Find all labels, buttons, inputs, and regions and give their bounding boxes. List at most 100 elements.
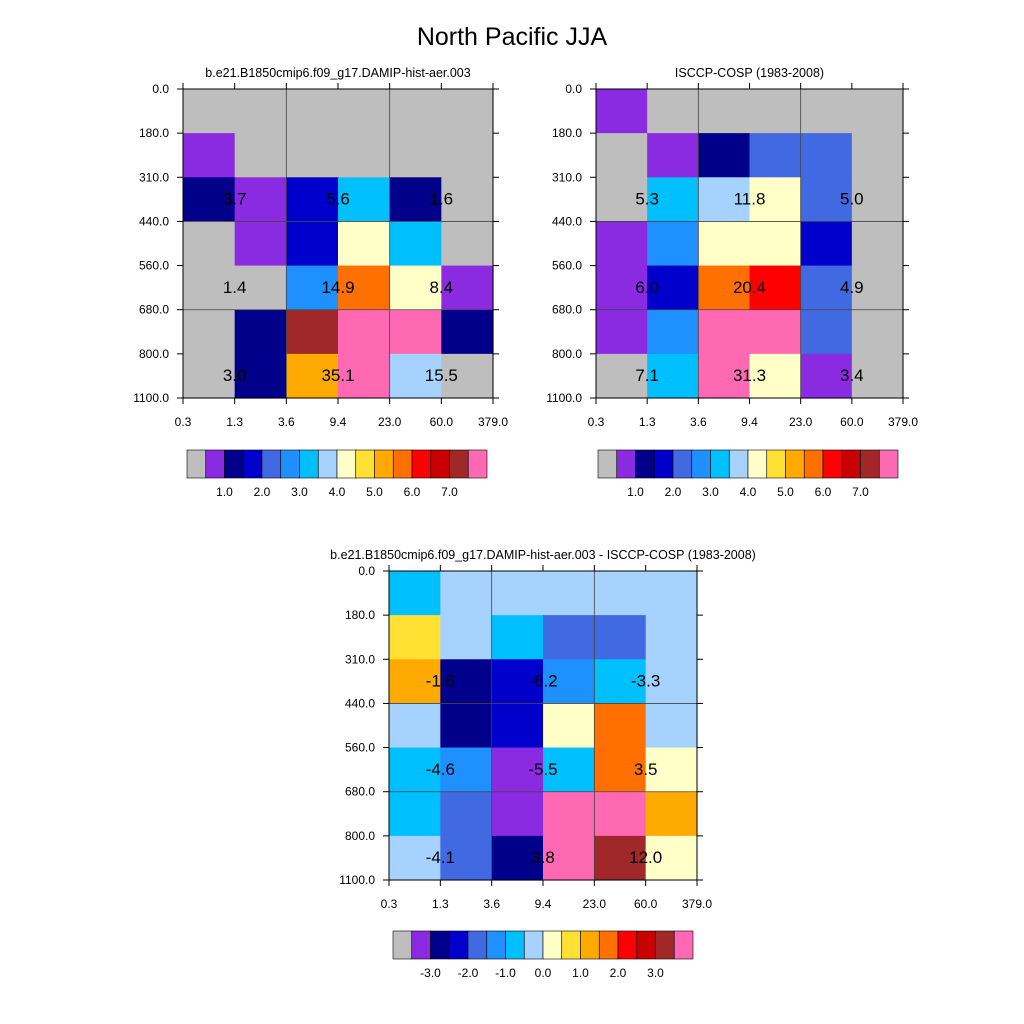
y-tick-label: 800.0 xyxy=(552,347,582,361)
heatmap-cell xyxy=(234,353,287,399)
colorbar-label: 6.0 xyxy=(404,485,421,499)
cell-annotation: 5.0 xyxy=(840,190,864,209)
heatmap-cell xyxy=(596,177,648,223)
heatmap-cell xyxy=(749,221,802,267)
heatmap-cell xyxy=(749,265,802,311)
colorbar-swatch xyxy=(261,449,282,479)
colorbar-swatch xyxy=(766,449,786,479)
colorbar-swatch xyxy=(747,449,768,479)
heatmap-cell xyxy=(698,221,751,267)
y-tick-label: 560.0 xyxy=(345,741,375,755)
colorbar-swatch xyxy=(374,449,394,479)
x-tick-label: 1.3 xyxy=(226,415,243,429)
heatmap-cell xyxy=(441,133,494,178)
colorbar-swatch xyxy=(448,930,469,960)
heatmap-cell xyxy=(491,659,544,705)
colorbar-swatch xyxy=(449,449,469,479)
colorbar-swatch xyxy=(411,930,431,960)
cell-annotation: 1.4 xyxy=(223,278,247,297)
heatmap-cell xyxy=(183,309,236,355)
heatmap-cell xyxy=(594,659,647,705)
heatmap-cell xyxy=(338,133,391,178)
colorbar-swatch xyxy=(617,930,638,960)
heatmap-cell xyxy=(800,89,853,134)
heatmap-cell xyxy=(543,659,595,705)
cell-annotation: 6.0 xyxy=(635,278,659,297)
y-tick-label: 560.0 xyxy=(552,259,582,273)
heatmap-cell xyxy=(389,747,441,793)
heatmap-cell xyxy=(338,89,391,134)
heatmap-cell xyxy=(800,353,853,399)
y-tick-label: 680.0 xyxy=(139,303,169,317)
heatmap-cell xyxy=(800,177,853,223)
heatmap-cell xyxy=(645,835,698,881)
cell-annotation: -3.3 xyxy=(631,672,660,691)
cell-annotation: 12.0 xyxy=(629,848,662,867)
heatmap-cell xyxy=(286,177,339,223)
x-tick-label: 23.0 xyxy=(583,897,607,911)
colorbar-swatch xyxy=(841,449,861,479)
colorbar-swatch xyxy=(430,930,450,960)
panel-model: b.e21.B1850cmip6.f09_g17.DAMIP-hist-aer.… xyxy=(133,66,508,499)
heatmap-cell xyxy=(491,747,544,793)
heatmap-cell xyxy=(389,835,441,881)
colorbar-swatch xyxy=(691,449,711,479)
cell-annotation: 15.5 xyxy=(425,366,458,385)
y-tick-label: 1100.0 xyxy=(339,873,375,887)
cell-annotation: -4.1 xyxy=(426,848,455,867)
heatmap-cell xyxy=(594,703,647,749)
cell-annotation: 3.5 xyxy=(634,760,658,779)
y-tick-label: 440.0 xyxy=(552,214,582,228)
heatmap-cell xyxy=(800,265,853,311)
y-tick-label: 180.0 xyxy=(139,126,169,140)
heatmap-cell xyxy=(234,177,287,223)
heatmap-cell xyxy=(491,703,544,749)
x-tick-label: 23.0 xyxy=(378,415,402,429)
cell-annotation: 3.7 xyxy=(223,190,247,209)
colorbar-label: 3.0 xyxy=(702,485,719,499)
heatmap-cell xyxy=(389,177,442,223)
heatmap-cell xyxy=(286,133,339,178)
colorbar-swatch xyxy=(878,449,899,479)
cell-annotation: 7.1 xyxy=(635,366,659,385)
colorbar-swatch xyxy=(224,449,244,479)
heatmap-cell xyxy=(440,835,493,881)
colorbar-label: 3.0 xyxy=(291,485,308,499)
colorbar-swatch xyxy=(242,449,263,479)
cell-annotation: 3.0 xyxy=(223,366,247,385)
heatmap-cell xyxy=(594,791,647,837)
colorbar-swatch xyxy=(299,449,319,479)
heatmap-cell xyxy=(441,177,494,223)
heatmap-cell xyxy=(441,309,494,355)
colorbar-label: 1.0 xyxy=(627,485,644,499)
x-tick-label: 0.3 xyxy=(175,415,192,429)
cell-annotation: -1.6 xyxy=(426,672,455,691)
cell-annotation: 5.6 xyxy=(326,190,350,209)
panel-difference: b.e21.B1850cmip6.f09_g17.DAMIP-hist-aer.… xyxy=(330,548,756,980)
heatmap-cell xyxy=(645,659,698,705)
colorbar-swatch xyxy=(280,449,300,479)
colorbar-swatch xyxy=(392,930,413,960)
cell-annotation: -5.5 xyxy=(528,760,557,779)
panel-title: b.e21.B1850cmip6.f09_g17.DAMIP-hist-aer.… xyxy=(330,548,756,562)
heatmap-cell xyxy=(234,265,287,311)
heatmap-cell xyxy=(647,353,699,399)
heatmap-cell xyxy=(338,265,391,311)
panel-title: b.e21.B1850cmip6.f09_g17.DAMIP-hist-aer.… xyxy=(205,66,470,80)
heatmap-cell xyxy=(389,703,441,749)
heatmap-cell xyxy=(645,703,698,749)
heatmap-cell xyxy=(338,309,391,355)
heatmap-cell xyxy=(647,133,699,178)
x-tick-label: 60.0 xyxy=(840,415,864,429)
main-title: North Pacific JJA xyxy=(417,23,608,51)
cell-annotation: -4.6 xyxy=(426,760,455,779)
x-tick-label: 1.3 xyxy=(639,415,656,429)
y-tick-label: 0.0 xyxy=(565,82,582,96)
heatmap-cell xyxy=(749,133,802,178)
colorbar-label: 2.0 xyxy=(610,966,627,980)
heatmap-cell xyxy=(286,265,339,311)
heatmap-cell xyxy=(698,177,751,223)
heatmap-cell xyxy=(491,791,544,837)
heatmap-cell xyxy=(594,835,647,881)
y-tick-label: 310.0 xyxy=(345,652,375,666)
